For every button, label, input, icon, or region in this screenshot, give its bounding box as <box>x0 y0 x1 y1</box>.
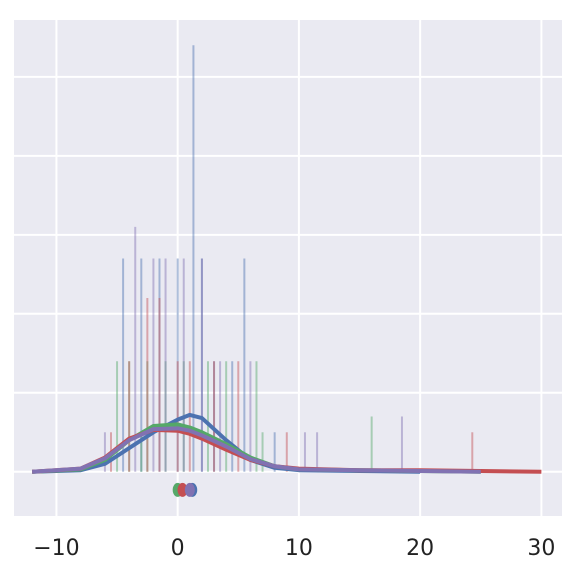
kde-line <box>32 426 481 474</box>
mean-point <box>177 482 188 497</box>
mean-point <box>184 482 195 497</box>
x-tick-label: 10 <box>285 536 313 561</box>
x-tick-label: 30 <box>527 536 555 561</box>
x-tick-label: 0 <box>171 536 185 561</box>
x-tick-label: 20 <box>406 536 434 561</box>
plot-background <box>14 20 562 516</box>
x-tick-label: −10 <box>33 536 79 561</box>
